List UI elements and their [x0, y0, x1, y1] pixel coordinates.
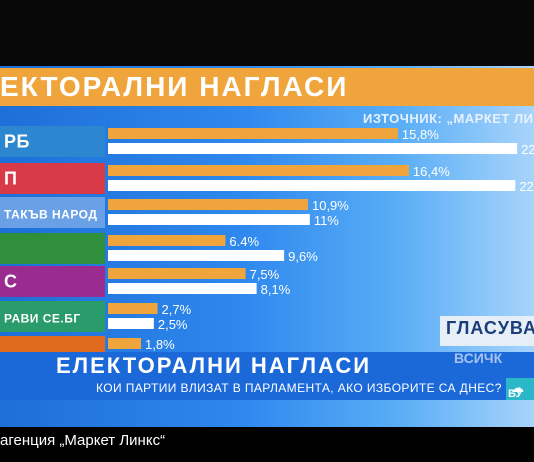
bar-value-label: 22,3%	[521, 142, 534, 157]
bar-value-label: 8,1%	[261, 282, 291, 297]
lower-title: ЕЛЕКТОРАЛНИ НАГЛАСИ	[56, 353, 372, 378]
party-label-box	[0, 301, 105, 332]
bar	[108, 283, 257, 294]
vote-box	[440, 316, 534, 346]
photo-caption: агенция „Маркет Линкс“	[0, 432, 166, 449]
bar	[108, 268, 246, 279]
bar	[108, 199, 308, 210]
party-label-box	[0, 266, 105, 297]
cloud-icon: ☁	[511, 380, 524, 395]
title-band	[0, 68, 534, 106]
bar	[108, 143, 518, 154]
party-label-box	[0, 163, 105, 194]
party-label: С	[4, 272, 18, 292]
party-label-box	[0, 197, 105, 228]
party-label: ТАКЪВ НАРОД	[4, 208, 97, 222]
party-label: РАВИ СЕ.БГ	[4, 312, 81, 326]
bar	[108, 303, 158, 314]
bar	[108, 250, 285, 261]
top-black-bar	[0, 0, 534, 66]
bar	[108, 338, 142, 349]
bar	[108, 235, 226, 246]
bar	[108, 214, 310, 225]
bar-value-label: 2,7%	[162, 302, 192, 317]
bar-value-label: 22,2%	[519, 179, 534, 194]
lower-third-band	[0, 352, 534, 400]
bar-value-label: 2,5%	[158, 317, 188, 332]
source-label: ИЗТОЧНИК: „МАРКЕТ ЛИ	[363, 111, 534, 126]
lower-subtitle: КОИ ПАРТИИ ВЛИЗАТ В ПАРЛАМЕНТА, АКО ИЗБО…	[96, 381, 502, 395]
bar-value-label: 1,8%	[145, 337, 175, 352]
bar-value-label: 15,8%	[402, 127, 439, 142]
bar-value-label: 10,9%	[312, 198, 349, 213]
bar-value-label: 16,4%	[413, 164, 450, 179]
bar-value-label: 9,6%	[288, 249, 318, 264]
vote-sub-label: ВСИЧК	[454, 350, 503, 366]
vote-label: ГЛАСУВА	[446, 318, 534, 338]
bar-value-label: 11%	[314, 213, 339, 228]
bar-value-label: 7,5%	[250, 267, 280, 282]
bar	[108, 128, 398, 139]
party-label-box	[0, 126, 105, 157]
bar	[108, 165, 409, 176]
caption-bar	[0, 427, 534, 462]
badge-label: БУ	[508, 388, 523, 400]
party-label: П	[4, 169, 17, 189]
chart-title: ЕКТОРАЛНИ НАГЛАСИ	[0, 71, 349, 102]
bar	[108, 180, 516, 191]
bar	[108, 318, 154, 329]
channel-badge	[506, 378, 534, 400]
bar-value-label: 6.4%	[229, 234, 259, 249]
party-label: РБ	[4, 132, 30, 152]
party-label-box	[0, 233, 105, 264]
